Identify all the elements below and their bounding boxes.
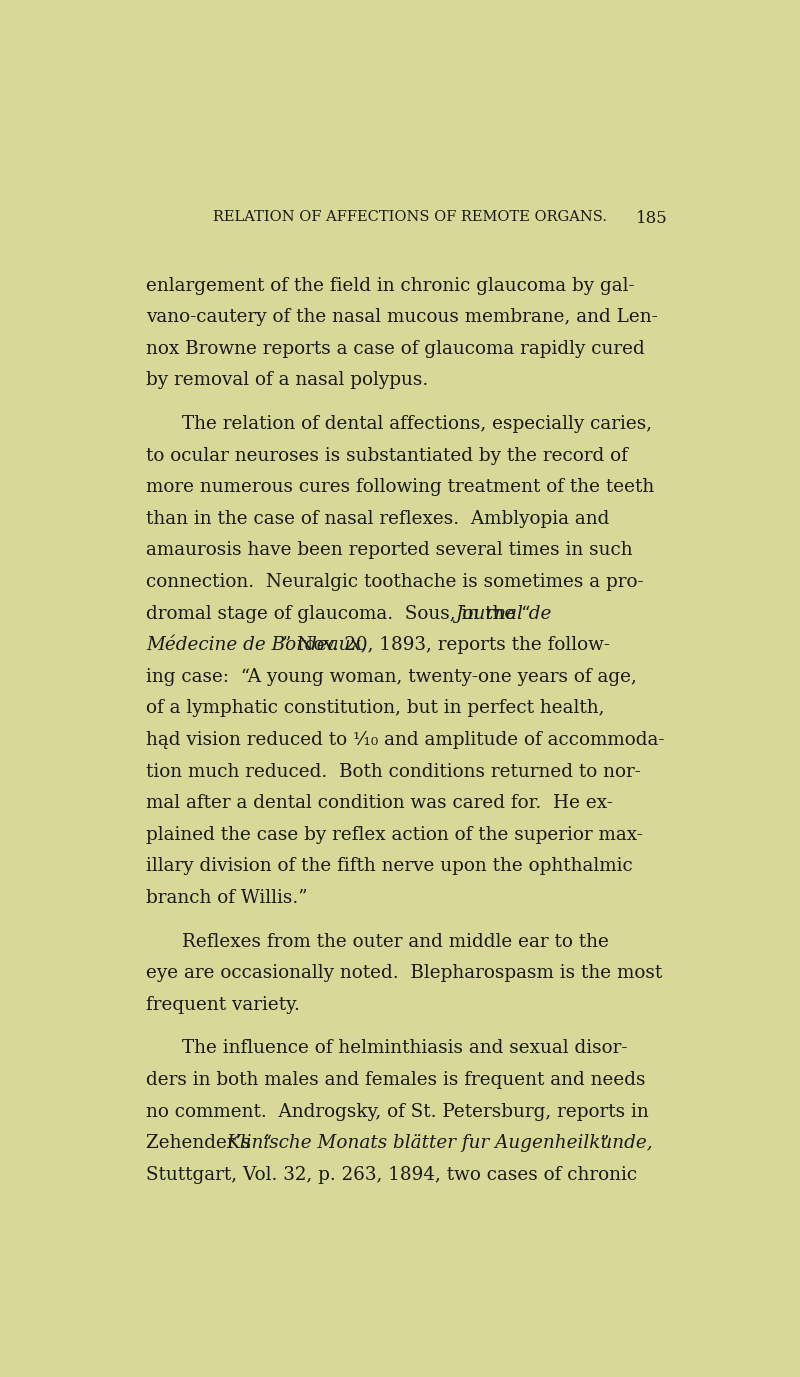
Text: Klinische Monats blätter fur Augenheilkunde,: Klinische Monats blätter fur Augenheilku… [226, 1135, 653, 1153]
Text: by removal of a nasal polypus.: by removal of a nasal polypus. [146, 372, 429, 390]
Text: branch of Willis.”: branch of Willis.” [146, 890, 308, 907]
Text: Stuttgart, Vol. 32, p. 263, 1894, two cases of chronic: Stuttgart, Vol. 32, p. 263, 1894, two ca… [146, 1166, 638, 1184]
Text: eye are occasionally noted.  Blepharospasm is the most: eye are occasionally noted. Blepharospas… [146, 964, 662, 982]
Text: Reflexes from the outer and middle ear to the: Reflexes from the outer and middle ear t… [182, 932, 610, 950]
Text: RELATION OF AFFECTIONS OF REMOTE ORGANS.: RELATION OF AFFECTIONS OF REMOTE ORGANS. [213, 209, 607, 224]
Text: than in the case of nasal reflexes.  Amblyopia and: than in the case of nasal reflexes. Ambl… [146, 509, 610, 527]
Text: hąd vision reduced to ¹⁄₁₀ and amplitude of accommoda-: hąd vision reduced to ¹⁄₁₀ and amplitude… [146, 731, 665, 749]
Text: mal after a dental condition was cared for.  He ex-: mal after a dental condition was cared f… [146, 795, 614, 812]
Text: dromal stage of glaucoma.  Sous, in the “: dromal stage of glaucoma. Sous, in the “ [146, 605, 531, 622]
Text: no comment.  Androgsky, of St. Petersburg, reports in: no comment. Androgsky, of St. Petersburg… [146, 1103, 650, 1121]
Text: enlargement of the field in chronic glaucoma by gal-: enlargement of the field in chronic glau… [146, 277, 635, 295]
Text: Médecine de Bordeaux,: Médecine de Bordeaux, [146, 636, 367, 654]
Text: 185: 185 [636, 209, 668, 227]
Text: tion much reduced.  Both conditions returned to nor-: tion much reduced. Both conditions retur… [146, 763, 642, 781]
Text: amaurosis have been reported several times in such: amaurosis have been reported several tim… [146, 541, 633, 559]
Text: nox Browne reports a case of glaucoma rapidly cured: nox Browne reports a case of glaucoma ra… [146, 340, 646, 358]
Text: frequent variety.: frequent variety. [146, 996, 300, 1013]
Text: ders in both males and females is frequent and needs: ders in both males and females is freque… [146, 1071, 646, 1089]
Text: ”: ” [600, 1135, 609, 1153]
Text: illary division of the fifth nerve upon the ophthalmic: illary division of the fifth nerve upon … [146, 858, 634, 876]
Text: Journal de: Journal de [454, 605, 551, 622]
Text: ing case:  “A young woman, twenty-one years of age,: ing case: “A young woman, twenty-one yea… [146, 668, 638, 686]
Text: connection.  Neuralgic toothache is sometimes a pro-: connection. Neuralgic toothache is somet… [146, 573, 644, 591]
Text: The influence of helminthiasis and sexual disor-: The influence of helminthiasis and sexua… [182, 1040, 628, 1058]
Text: plained the case by reflex action of the superior max-: plained the case by reflex action of the… [146, 826, 643, 844]
Text: ” Nov. 20, 1893, reports the follow-: ” Nov. 20, 1893, reports the follow- [282, 636, 610, 654]
Text: to ocular neuroses is substantiated by the record of: to ocular neuroses is substantiated by t… [146, 446, 628, 464]
Text: of a lymphatic constitution, but in perfect health,: of a lymphatic constitution, but in perf… [146, 700, 605, 717]
Text: vano-cautery of the nasal mucous membrane, and Len-: vano-cautery of the nasal mucous membran… [146, 308, 658, 326]
Text: The relation of dental affections, especially caries,: The relation of dental affections, espec… [182, 414, 653, 432]
Text: more numerous cures following treatment of the teeth: more numerous cures following treatment … [146, 478, 654, 496]
Text: Zehender’s  “: Zehender’s “ [146, 1135, 273, 1153]
